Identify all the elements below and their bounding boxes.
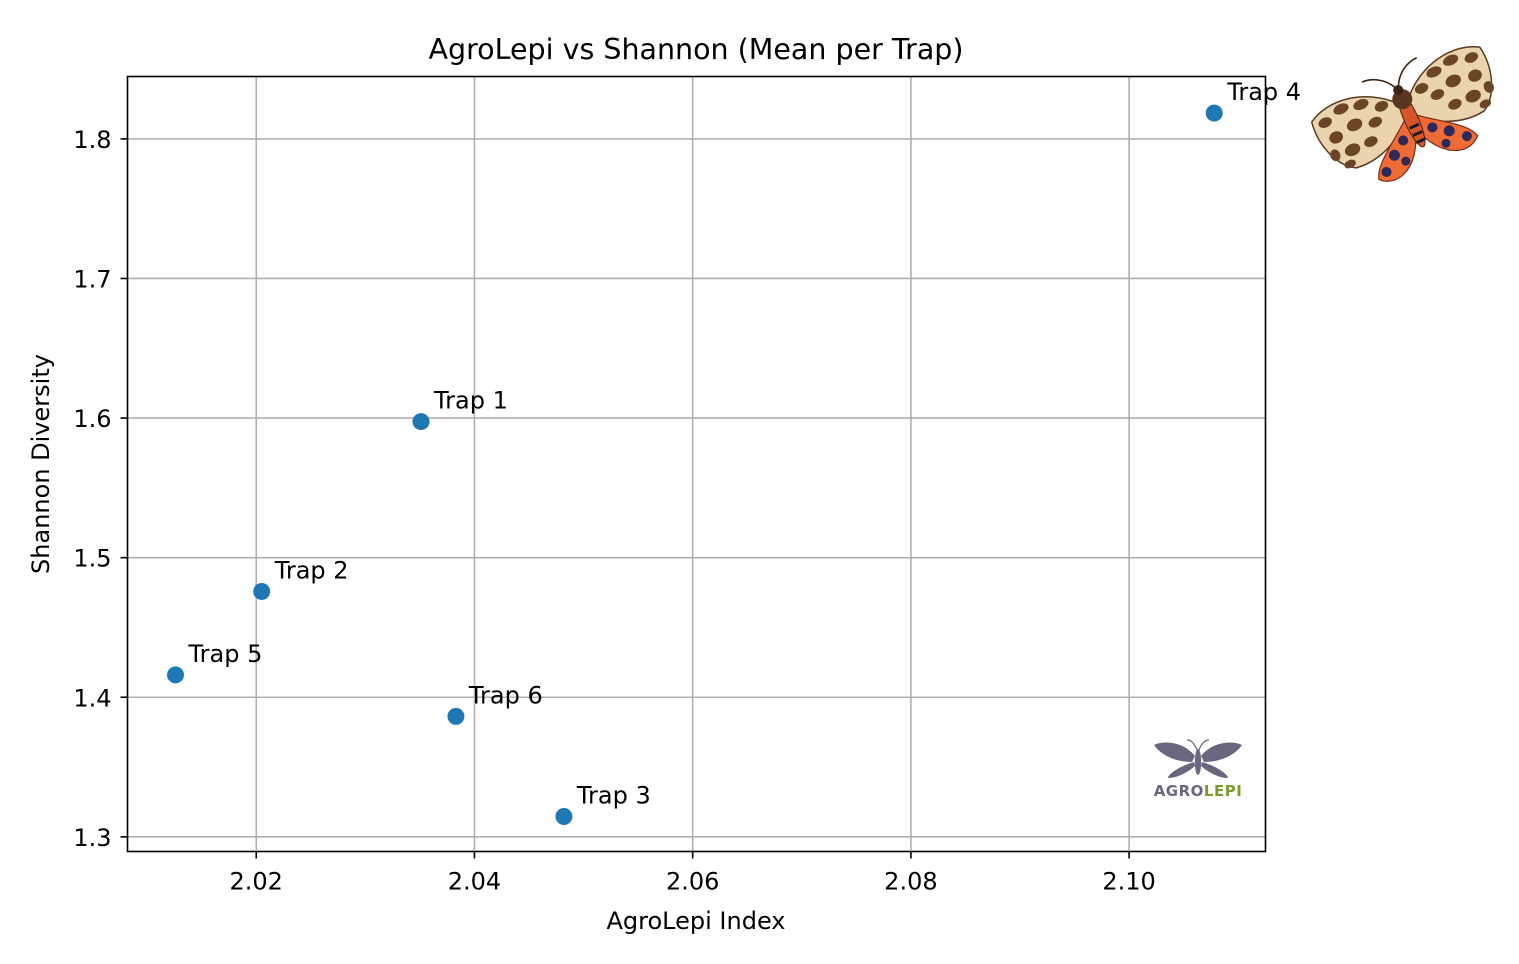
y-axis-title: Shannon Diversity [27, 354, 55, 574]
logo-text-lepi: LEPI [1204, 782, 1242, 800]
x-tick-label: 2.10 [1102, 868, 1155, 896]
data-points [167, 104, 1223, 825]
scatter-point [1205, 104, 1223, 122]
x-axis-ticks: 2.02 2.04 2.06 2.08 2.10 [230, 851, 1156, 896]
grid-lines [127, 76, 1266, 852]
scatter-point [555, 807, 573, 825]
point-label: Trap 3 [576, 781, 651, 809]
x-tick-label: 2.08 [884, 868, 937, 896]
y-tick-label: 1.5 [73, 545, 111, 573]
y-tick-label: 1.6 [73, 405, 111, 433]
plot-area-frame [126, 75, 1267, 853]
point-label: Trap 4 [1226, 78, 1301, 106]
y-tick-label: 1.3 [73, 824, 111, 852]
point-label: Trap 2 [274, 556, 349, 584]
scatter-point [447, 707, 465, 725]
scatter-point [412, 413, 430, 431]
y-axis-ticks: 1.3 1.4 1.5 1.6 1.7 1.8 [73, 126, 128, 852]
x-tick-label: 2.02 [230, 868, 283, 896]
y-tick-label: 1.7 [73, 265, 111, 293]
tiger-moth-icon [1310, 45, 1494, 182]
y-tick-label: 1.8 [73, 126, 111, 154]
svg-text:AGROLEPI: AGROLEPI [1154, 782, 1243, 800]
scatter-point [253, 582, 271, 600]
x-tick-label: 2.06 [666, 868, 719, 896]
y-tick-label: 1.4 [73, 684, 111, 712]
x-tick-label: 2.04 [448, 868, 501, 896]
chart-title: AgroLepi vs Shannon (Mean per Trap) [428, 33, 963, 66]
point-label: Trap 1 [433, 387, 508, 415]
logo-moth-icon [1154, 739, 1242, 778]
point-labels: Trap 1 Trap 2 Trap 3 Trap 4 Trap 5 Trap 6 [188, 78, 1302, 809]
x-axis-title: AgroLepi Index [607, 907, 786, 935]
agrolepi-logo: AGROLEPI [1154, 739, 1243, 800]
point-label: Trap 5 [188, 640, 263, 668]
scatter-point [167, 666, 185, 684]
logo-text-agro: AGRO [1154, 782, 1204, 800]
point-label: Trap 6 [468, 681, 543, 709]
